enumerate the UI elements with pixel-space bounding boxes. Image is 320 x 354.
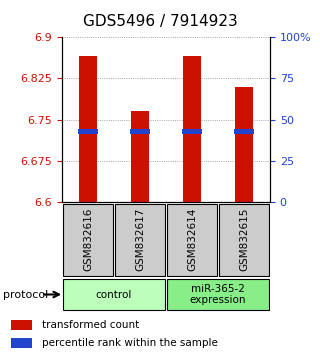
Text: GSM832615: GSM832615 [239, 208, 249, 271]
Bar [181, 130, 203, 134]
Bar [219, 204, 269, 275]
Text: protocol: protocol [3, 290, 48, 299]
Text: miR-365-2
expression: miR-365-2 expression [190, 284, 246, 305]
Text: control: control [96, 290, 132, 299]
Bar [131, 111, 149, 202]
Text: transformed count: transformed count [42, 320, 139, 330]
Bar [63, 279, 165, 310]
Text: GSM832616: GSM832616 [83, 208, 93, 271]
Bar [167, 204, 217, 275]
Text: percentile rank within the sample: percentile rank within the sample [42, 338, 218, 348]
Bar [11, 338, 32, 348]
Bar [77, 130, 99, 134]
Bar [183, 56, 201, 202]
Bar [167, 279, 269, 310]
Bar [130, 130, 150, 134]
Bar [235, 86, 253, 202]
Bar [63, 204, 113, 275]
Text: GDS5496 / 7914923: GDS5496 / 7914923 [83, 14, 237, 29]
Text: GSM832617: GSM832617 [135, 208, 145, 271]
Bar [115, 204, 165, 275]
Bar [79, 56, 97, 202]
Text: GSM832614: GSM832614 [187, 208, 197, 271]
Bar [234, 130, 254, 134]
Bar [11, 320, 32, 330]
